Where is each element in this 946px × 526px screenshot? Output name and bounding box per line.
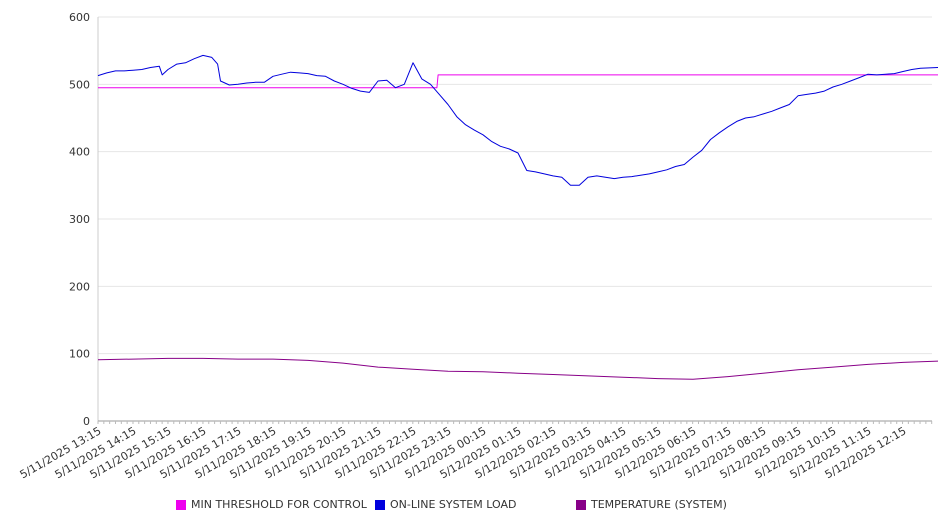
legend-label-min-threshold: MIN THRESHOLD FOR CONTROL (191, 498, 367, 511)
legend-item-temperature: TEMPERATURE (SYSTEM) (576, 498, 727, 511)
y-tick-label-400: 400 (69, 146, 90, 159)
legend-item-system-load: ON-LINE SYSTEM LOAD (375, 498, 516, 511)
legend-swatch-min-threshold (176, 499, 186, 510)
series-line-min-threshold (98, 74, 938, 89)
y-tick-labels: 0 100 200 300 400 500 600 (69, 11, 90, 428)
legend-label-system-load: ON-LINE SYSTEM LOAD (390, 498, 517, 511)
y-tick-label-200: 200 (69, 280, 90, 293)
series-line-temperature (97, 357, 939, 380)
legend-label-temperature: TEMPERATURE (SYSTEM) (591, 498, 727, 511)
legend-swatch-temperature (576, 499, 586, 510)
series-line-system-load (97, 54, 939, 186)
y-tick-label-300: 300 (69, 213, 90, 226)
series-lines (97, 54, 939, 380)
y-tick-label-0: 0 (83, 415, 90, 428)
legend-swatch-system-load (375, 499, 385, 510)
y-tick-label-100: 100 (69, 348, 90, 361)
y-tick-label-600: 600 (69, 11, 90, 24)
y-tick-label-500: 500 (69, 78, 90, 91)
axes (97, 17, 933, 424)
x-tick-labels: 5/11/2025 13:155/11/2025 14:155/11/2025 … (18, 424, 909, 481)
grid (98, 16, 932, 355)
legend-item-min-threshold: MIN THRESHOLD FOR CONTROL (176, 498, 367, 511)
